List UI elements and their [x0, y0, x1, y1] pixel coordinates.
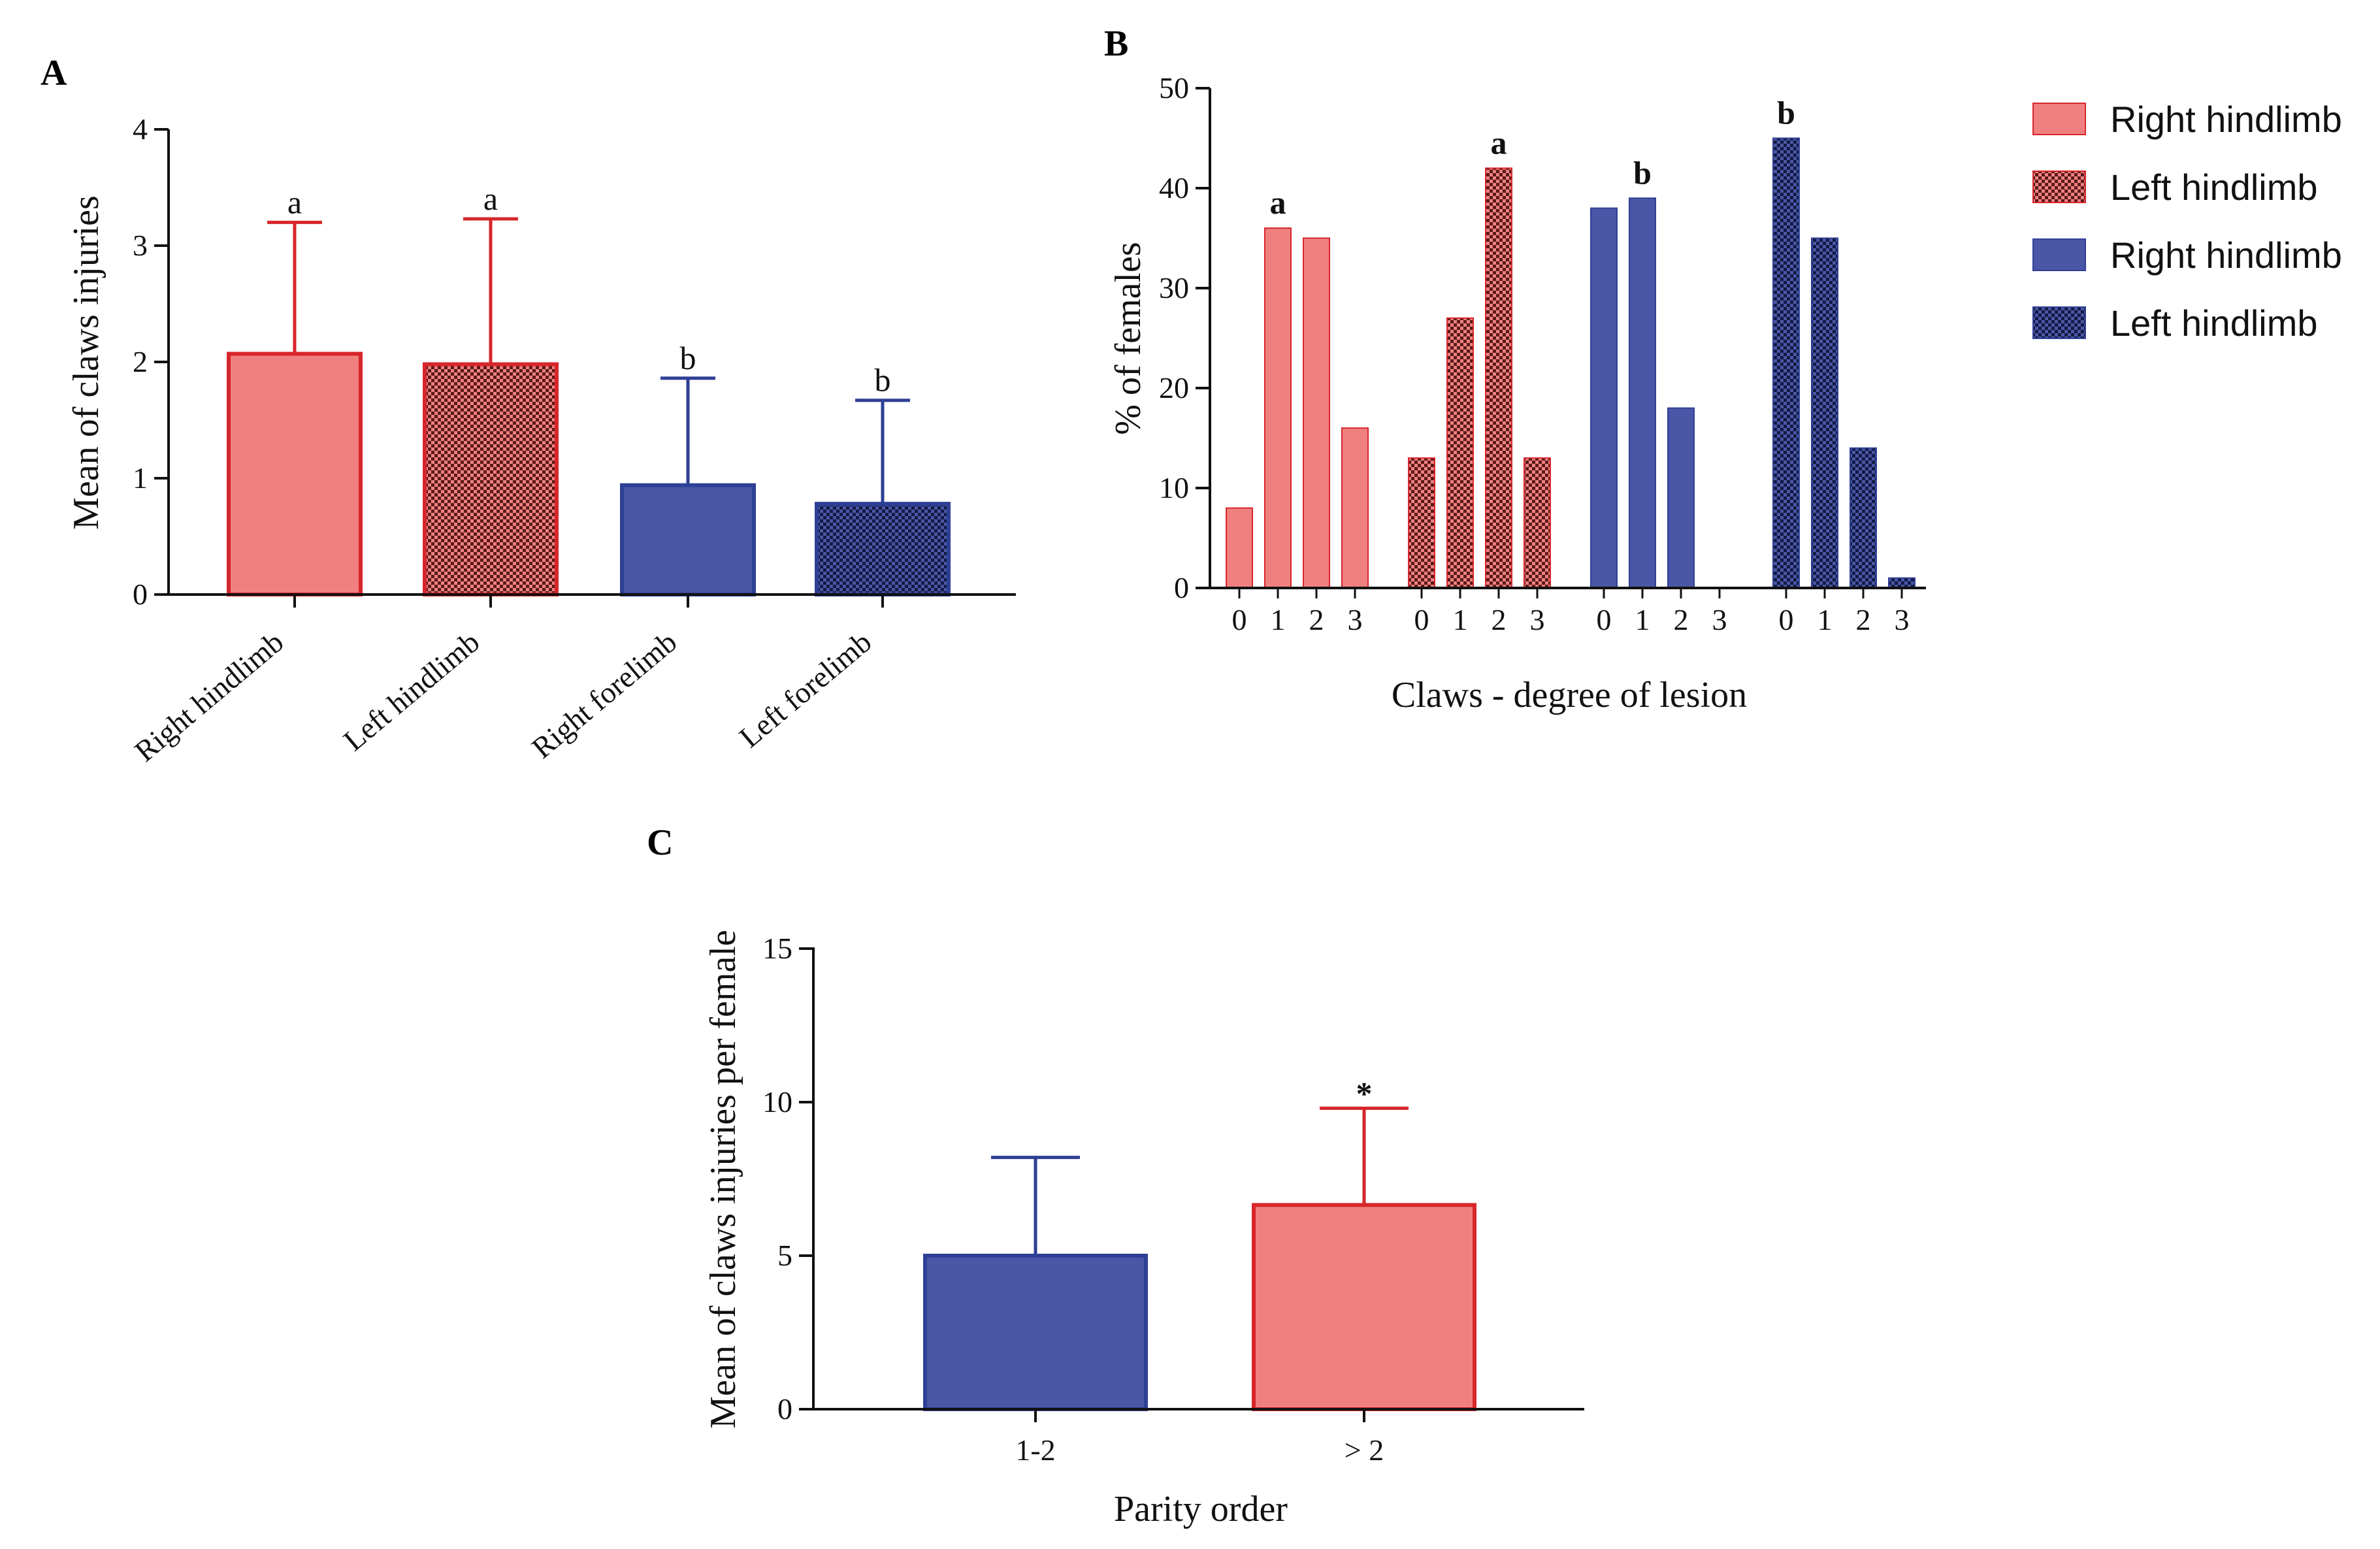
- panel-b-x-tick-label: 1: [1635, 603, 1650, 636]
- panel-a-y-tick-label: 3: [133, 229, 148, 262]
- panel-c-x-label: Parity order: [1114, 1489, 1288, 1529]
- panel-c-x-tick-label: > 2: [1345, 1433, 1384, 1467]
- panel-b-bar: [1667, 407, 1695, 589]
- panel-a-y-tick-label: 0: [133, 578, 148, 611]
- panel-b-axes: [1209, 88, 1926, 589]
- panel-c-y-label: Mean of claws injuries per female: [703, 930, 743, 1428]
- panel-a-bar-2: [423, 362, 559, 596]
- panel-b-y-label: % of females: [1108, 242, 1149, 434]
- panel-b-significance-2: a: [1491, 124, 1507, 161]
- panel-b-bar: [1772, 137, 1800, 589]
- panel-c-bar-2: [1252, 1203, 1476, 1411]
- panel-b-bar: [1303, 237, 1330, 589]
- panel-label-a: A: [41, 53, 67, 93]
- panel-b-bar: [1408, 457, 1435, 589]
- panel-b-bar: [1590, 207, 1618, 589]
- panel-b-y-tick-label: 0: [1174, 571, 1189, 604]
- panel-a-bar-4: [815, 502, 951, 596]
- legend-label-3: Right hindlimb: [2110, 235, 2342, 276]
- panel-label-c: C: [647, 823, 673, 863]
- panel-b-bar: [1264, 227, 1292, 589]
- panel-b-bar: [1341, 427, 1369, 589]
- panel-c-y-tick-label: 15: [762, 932, 792, 965]
- panel-a-y-label: Mean of claws injuries: [66, 195, 106, 530]
- panel-a-significance-1: a: [287, 184, 302, 220]
- panel-a-y-tick-label: 2: [133, 345, 148, 378]
- legend-swatch-1: [2032, 103, 2086, 135]
- panel-a-significance-4: b: [875, 362, 891, 399]
- panel-b-x-tick-label: 3: [1348, 603, 1363, 636]
- panel-b-x-tick-label: 1: [1271, 603, 1286, 636]
- panel-b-legend: Right hindlimb Left hindlimb Right hindl…: [2032, 99, 2342, 344]
- panel-a-x-tick-label: Left hindlimb: [337, 625, 486, 757]
- panel-a-y-tick-label: 4: [133, 112, 148, 146]
- legend-label-4: Left hindlimb: [2110, 302, 2318, 344]
- panel-b-x-tick-label: 2: [1856, 603, 1871, 636]
- panel-b-x-tick-label: 2: [1674, 603, 1689, 636]
- legend-swatch-2: [2032, 171, 2086, 203]
- panel-b-bar: [1226, 507, 1253, 589]
- panel-b-y-tick-label: 40: [1159, 171, 1189, 204]
- panel-b-bar: [1524, 457, 1551, 589]
- legend-swatch-4: [2032, 306, 2086, 339]
- panel-c-significance-2: *: [1356, 1075, 1373, 1111]
- legend-label-1: Right hindlimb: [2110, 99, 2342, 140]
- panel-a-x-tick-label: Right forelimb: [525, 625, 683, 765]
- panel-b-x-tick-label: 0: [1414, 603, 1429, 636]
- panel-c-axes: [812, 947, 1584, 1410]
- panel-b-x-tick-label: 3: [1530, 603, 1545, 636]
- panel-b-x-tick-label: 1: [1453, 603, 1468, 636]
- panel-b-bar: [1850, 447, 1877, 589]
- panel-a-y-ticks: 0 1 2 3 4: [133, 112, 169, 611]
- panel-b-significance-4: b: [1777, 95, 1795, 131]
- panel-b-x-tick-label: 0: [1779, 603, 1794, 636]
- panel-a-axes: [167, 129, 1016, 596]
- legend-swatch-3: [2032, 238, 2086, 271]
- panel-a-bar-3: [620, 483, 756, 596]
- panel-c-x-tick-label: 1-2: [1015, 1433, 1055, 1467]
- panel-b-x-tick-label: 0: [1232, 603, 1247, 636]
- panel-b-x-label: Claws - degree of lesion: [1392, 675, 1747, 715]
- panel-a-chart: a Right hindlimb a Left hindlimb b Right fore…: [66, 112, 1016, 768]
- panel-c-bar-1: [923, 1254, 1148, 1411]
- panel-c-y-ticks: 0 5 10 15: [762, 932, 813, 1426]
- panel-a-x-tick-label: Left forelimb: [733, 625, 878, 755]
- panel-b-bar: [1811, 237, 1838, 589]
- panel-a-bars: a Right hindlimb a Left hindlimb b Right fore…: [128, 180, 951, 768]
- panel-b-y-tick-label: 20: [1159, 371, 1189, 404]
- panel-b-x-tick-label: 2: [1309, 603, 1324, 636]
- panel-a-bar-1: [227, 351, 363, 596]
- panel-b-y-ticks: 0 10 20 30 40 50: [1159, 71, 1210, 604]
- legend-label-2: Left hindlimb: [2110, 167, 2318, 208]
- panel-c-chart: 1-2 * > 2 0 5 10 15 Mean of claws injuries pe…: [703, 930, 1584, 1529]
- panel-b-y-tick-label: 30: [1159, 271, 1189, 304]
- panel-a-significance-2: a: [483, 180, 498, 217]
- panel-c-y-tick-label: 5: [777, 1239, 792, 1272]
- panel-b-x-tick-label: 2: [1492, 603, 1507, 636]
- panel-b-bar: [1485, 167, 1512, 589]
- panel-b-x-tick-label: 3: [1712, 603, 1727, 636]
- panel-b-x-tick-label: 3: [1895, 603, 1910, 636]
- panel-c-y-tick-label: 0: [777, 1392, 792, 1426]
- panel-b-significance-3: b: [1633, 154, 1652, 191]
- panel-c-y-tick-label: 10: [762, 1085, 792, 1118]
- panel-b-bar: [1446, 317, 1474, 589]
- panel-b-bar: [1629, 197, 1656, 589]
- panel-a-y-tick-label: 1: [133, 461, 148, 495]
- panel-c-bars: 1-2 * > 2: [923, 1075, 1476, 1467]
- panel-b-significance-1: a: [1270, 184, 1286, 221]
- panel-a-x-tick-label: Right hindlimb: [128, 625, 289, 768]
- panel-b-bar: [1888, 577, 1915, 589]
- panel-b-x-tick-label: 1: [1818, 603, 1833, 636]
- panel-b-x-tick-label: 0: [1597, 603, 1612, 636]
- panel-a-significance-3: b: [680, 340, 696, 376]
- panel-b-y-tick-label: 10: [1159, 471, 1189, 504]
- panel-label-b: B: [1104, 24, 1128, 64]
- panel-b-y-tick-label: 50: [1159, 71, 1189, 105]
- panel-b-bars: 0 1 2 3a0 1 2 3a0 1 2 3b0 1 2 3b: [1226, 95, 1915, 636]
